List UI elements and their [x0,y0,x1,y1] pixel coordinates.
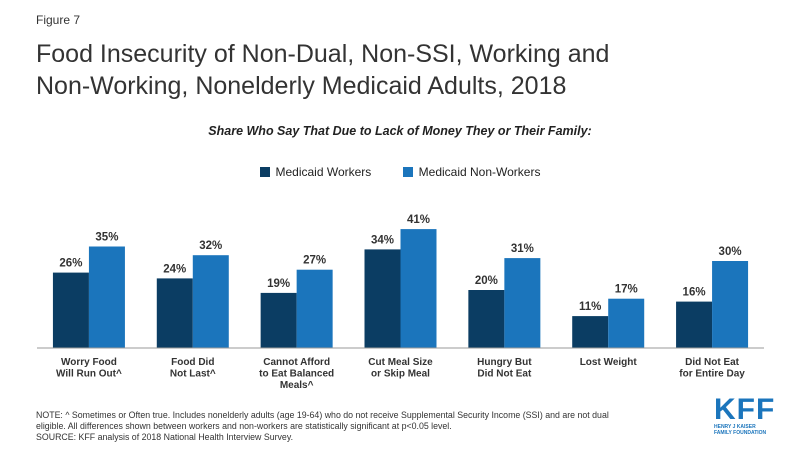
note-line: NOTE: ^ Sometimes or Often true. Include… [36,410,609,420]
x-tick-label: Cut Meal Size [368,357,433,368]
legend-item-workers: Medicaid Workers [259,165,372,179]
data-label: 41% [407,214,430,226]
kff-logo: KFF HENRY J KAISER FAMILY FOUNDATION [714,393,784,437]
data-label: 34% [371,234,394,246]
bar-non-workers [192,255,229,348]
x-tick-label: Did Not Eat [477,369,532,380]
data-label: 20% [475,275,498,287]
x-tick-label: Cannot Afford [263,357,330,368]
data-label: 11% [579,301,601,313]
bar-non-workers [712,261,749,348]
data-label: 17% [615,284,638,296]
logo-subtitle-line: FAMILY FOUNDATION [714,430,767,436]
data-label: 31% [511,243,534,255]
data-label: 35% [95,232,118,244]
data-label: 32% [199,240,222,252]
x-tick-label: Food Did [171,357,214,368]
legend-swatch-non-workers [402,167,413,177]
logo-subtitle-line: HENRY J KAISER [714,424,756,430]
chart-title-line: Food Insecurity of Non-Dual, Non-SSI, Wo… [36,40,610,68]
x-tick-label: Hungry But [477,357,532,368]
source-line: SOURCE: KFF analysis of 2018 National He… [36,432,294,442]
chart-title: Food Insecurity of Non-Dual, Non-SSI, Wo… [36,38,776,102]
chart-title-line: Non-Working, Nonelderly Medicaid Adults,… [36,72,567,100]
logo-subtitle: HENRY J KAISER FAMILY FOUNDATION [714,424,784,436]
data-label: 16% [683,287,706,299]
x-tick-label: Not Last^ [170,369,216,380]
bar-non-workers [400,229,437,348]
data-label: 27% [303,255,326,267]
x-tick-label: Did Not Eat [685,357,740,368]
chart-note: NOTE: ^ Sometimes or Often true. Include… [36,410,686,443]
bar-non-workers [88,246,125,348]
legend-label-non-workers: Medicaid Non-Workers [418,165,541,179]
bar-non-workers [504,258,541,348]
x-tick-label: Will Run Out^ [56,369,122,380]
x-tick-label: Meals^ [280,380,314,391]
data-label: 19% [267,278,290,290]
logo-wordmark: KFF [714,393,776,426]
bar-workers [468,290,505,348]
x-tick-label: to Eat Balanced [259,369,334,380]
bar-workers [676,301,713,348]
legend-swatch-workers [259,167,270,177]
data-label: 24% [163,263,186,275]
figure-label: Figure 7 [36,13,81,27]
data-label: 30% [719,246,742,258]
bar-workers [260,292,297,348]
x-tick-label: for Entire Day [679,369,745,380]
chart-legend: Medicaid Workers Medicaid Non-Workers [0,165,800,180]
chart-subtitle: Share Who Say That Due to Lack of Money … [208,124,592,138]
bar-workers [572,316,609,348]
legend-label-workers: Medicaid Workers [275,165,372,179]
bar-non-workers [296,269,333,348]
x-tick-label: Lost Weight [580,357,638,368]
x-tick-label: Worry Food [61,357,117,368]
data-label: 26% [59,258,82,270]
bar-workers [156,278,193,348]
x-tick-label: or Skip Meal [371,369,430,380]
bar-non-workers [608,298,645,348]
bar-workers [52,272,89,348]
legend-item-non-workers: Medicaid Non-Workers [402,165,541,179]
bar-workers [364,249,401,348]
note-line: eligible. All differences shown between … [36,421,452,431]
